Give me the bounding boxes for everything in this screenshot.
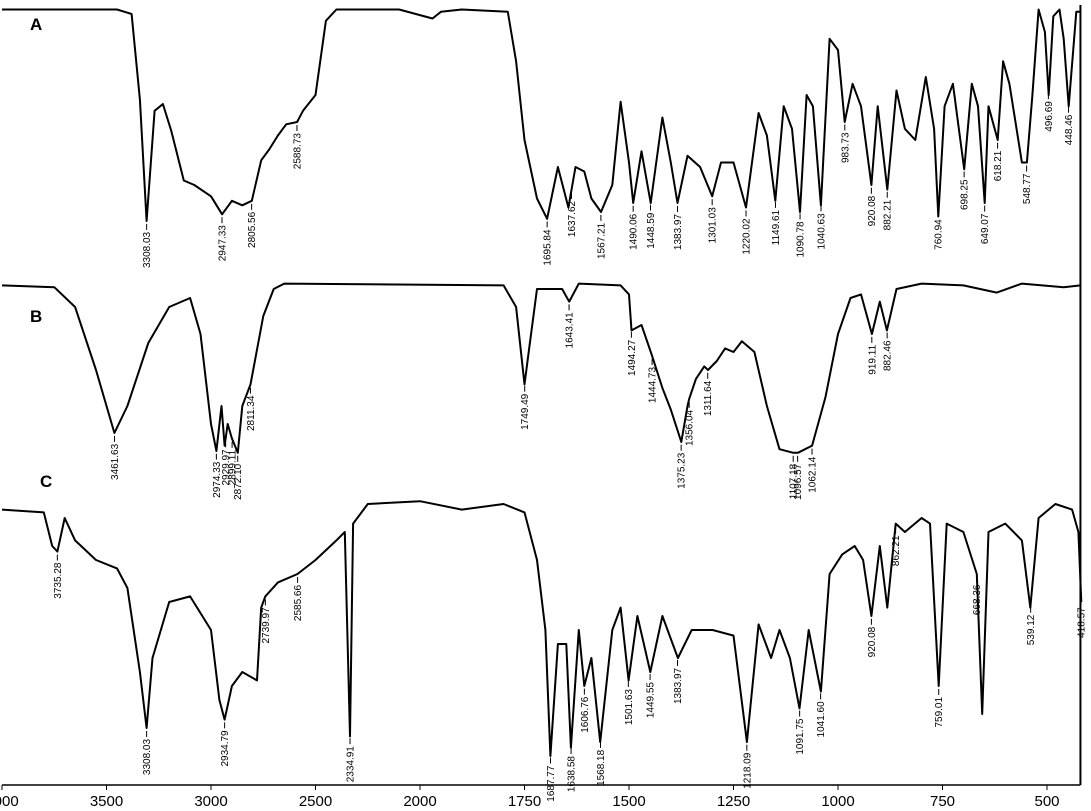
peak-label: 882.21 <box>883 199 894 230</box>
peak-label: 919.11 <box>867 344 878 374</box>
peak-label: 496.69 <box>1044 101 1055 132</box>
peak-label: 2739.97 <box>261 607 272 644</box>
peak-label: 3735.28 <box>53 562 64 599</box>
peak-label: 1490.06 <box>629 213 640 250</box>
peak-label: 2899.11 <box>228 449 239 485</box>
peak-label: 1494.27 <box>627 339 638 376</box>
peak-label: 1301.03 <box>708 207 719 244</box>
spectrum <box>1 282 1081 454</box>
peak-label: 2588.73 <box>292 133 303 170</box>
peak-label: 920.08 <box>867 195 878 226</box>
peak-label: 760.94 <box>933 219 944 250</box>
x-tick-label: 1500 <box>612 793 645 810</box>
peak-label: 2811.34 <box>246 395 257 431</box>
peak-label: 698.25 <box>960 179 971 210</box>
peak-label: 1444.73 <box>648 367 659 404</box>
peak-label: 1606.76 <box>580 696 591 733</box>
x-tick-label: 3000 <box>194 793 227 810</box>
panel-label: A <box>30 15 42 34</box>
peak-label: 1149.61 <box>771 209 782 245</box>
x-tick-label: 3500 <box>90 793 123 810</box>
x-tick-label: 4000 <box>0 793 19 810</box>
peak-label: 1449.55 <box>646 682 657 719</box>
x-tick-label: 2000 <box>403 793 436 810</box>
peak-label: 1567.21 <box>596 222 607 259</box>
peak-label: 882.46 <box>883 340 894 371</box>
peak-label: 649.07 <box>980 213 991 244</box>
spectrum <box>1 500 1083 757</box>
peak-label: 983.73 <box>840 132 851 163</box>
panel-label: B <box>30 307 42 326</box>
peak-label: 1096.57 <box>793 463 804 500</box>
peak-label: 3461.63 <box>110 443 121 480</box>
peak-label: 1643.41 <box>565 312 576 349</box>
peak-label: 448.46 <box>1064 114 1075 145</box>
peak-label: 1695.84 <box>543 229 554 266</box>
peak-label: 1041.60 <box>816 701 827 738</box>
peak-label: 1090.78 <box>796 221 807 258</box>
peak-label: 2929.97 <box>221 449 232 486</box>
peak-label: 2947.33 <box>218 225 229 262</box>
peak-label: 1501.63 <box>624 689 635 726</box>
peak-label: 1637.62 <box>567 200 578 237</box>
peak-label: 548.77 <box>1022 173 1033 204</box>
peak-label: 862.21 <box>891 535 902 566</box>
peak-label: 2334.91 <box>346 746 357 783</box>
peak-label: 2585.66 <box>293 585 304 622</box>
x-tick-label: 2500 <box>299 793 332 810</box>
peak-label: 539.12 <box>1026 614 1037 645</box>
peak-label: 1375.23 <box>677 452 688 489</box>
peak-label: 1568.18 <box>596 749 607 786</box>
peak-label: 2934.79 <box>220 730 231 767</box>
x-tick-label: 1000 <box>821 793 854 810</box>
peak-label: 1383.97 <box>673 667 684 704</box>
peak-label: 1311.64 <box>703 380 714 416</box>
peak-label: 1356.04 <box>685 409 696 446</box>
peak-label: 1638.58 <box>567 756 578 793</box>
peak-label: 759.01 <box>934 696 945 727</box>
peak-label: 1062.14 <box>808 456 819 493</box>
peak-label: 1220.02 <box>742 218 753 255</box>
x-tick-label: 750 <box>930 793 955 810</box>
x-tick-label: 1750 <box>508 793 541 810</box>
peak-label: 1091.75 <box>795 718 806 755</box>
peak-label: 1687.77 <box>546 765 557 802</box>
peak-label: 1107.18 <box>789 463 800 499</box>
peak-label: 2872.10 <box>233 463 244 500</box>
peak-label: 1040.63 <box>817 213 828 250</box>
panel-label: C <box>40 472 52 491</box>
x-tick-label: 1250 <box>717 793 750 810</box>
peak-label: 618.21 <box>993 150 1004 181</box>
peak-label: 1448.59 <box>646 212 657 249</box>
peak-label: 1218.09 <box>742 752 753 789</box>
peak-label: 1383.97 <box>673 214 684 251</box>
peak-label: 3308.03 <box>142 231 153 268</box>
x-tick-label: 500 <box>1034 793 1059 810</box>
peak-label: 3308.03 <box>142 739 153 776</box>
peak-label: 418.57 <box>1077 607 1088 638</box>
peak-label: 1749.49 <box>520 393 531 430</box>
peak-label: 2805.56 <box>247 211 258 248</box>
peak-label: 668.36 <box>972 584 983 615</box>
peak-label: 920.08 <box>867 626 878 657</box>
spectrum <box>2 8 1081 222</box>
peak-label: 2974.33 <box>212 461 223 498</box>
